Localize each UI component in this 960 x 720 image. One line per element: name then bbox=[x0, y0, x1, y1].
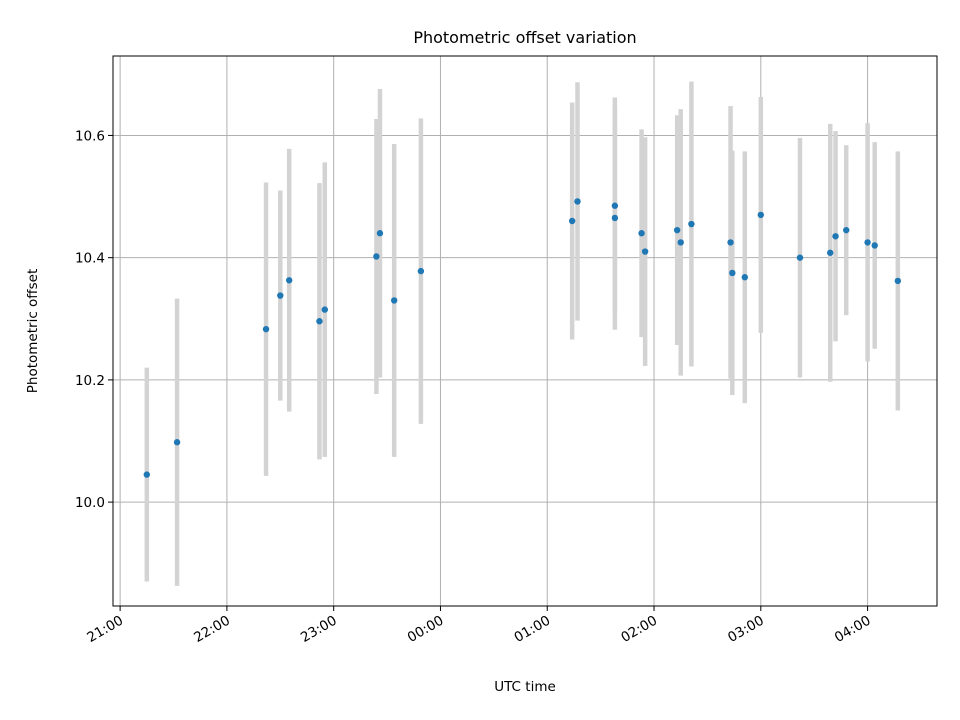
data-point bbox=[757, 211, 765, 219]
data-point bbox=[796, 254, 804, 261]
data-point bbox=[143, 471, 151, 478]
data-point bbox=[864, 239, 871, 246]
y-tick-label: 10.0 bbox=[75, 495, 105, 511]
data-point bbox=[568, 217, 576, 225]
data-point bbox=[285, 277, 293, 284]
data-point bbox=[262, 325, 270, 333]
data-point bbox=[611, 202, 619, 209]
data-point bbox=[376, 230, 384, 237]
data-point bbox=[277, 292, 284, 299]
data-point bbox=[638, 230, 645, 237]
data-point bbox=[611, 214, 619, 222]
data-point bbox=[316, 318, 323, 325]
data-point bbox=[677, 239, 684, 246]
data-point bbox=[173, 439, 181, 446]
data-point bbox=[741, 274, 748, 281]
chart-title: Photometric offset variation bbox=[413, 28, 636, 47]
y-tick-label: 10.2 bbox=[75, 373, 105, 389]
data-point bbox=[894, 277, 902, 285]
y-tick-label: 10.6 bbox=[75, 128, 105, 144]
data-point bbox=[729, 269, 736, 277]
data-point bbox=[373, 253, 380, 260]
data-point bbox=[832, 233, 839, 240]
y-axis-label: Photometric offset bbox=[25, 269, 41, 393]
data-point bbox=[827, 249, 834, 256]
data-point bbox=[843, 226, 850, 234]
data-point bbox=[641, 248, 649, 255]
data-points bbox=[143, 198, 902, 478]
grid-lines bbox=[113, 56, 937, 606]
axis-ticks: 21:00 22:00 23:00 00:00 01:00 02:00 03:00 04:00… bbox=[75, 128, 874, 645]
y-tick-label: 10.4 bbox=[75, 251, 105, 267]
data-point bbox=[417, 267, 425, 275]
x-axis-label: UTC time bbox=[494, 679, 556, 695]
data-point bbox=[871, 242, 878, 249]
data-point bbox=[673, 226, 681, 234]
data-point bbox=[321, 306, 328, 313]
plot-frame bbox=[112, 55, 938, 607]
data-point bbox=[390, 297, 398, 304]
data-point bbox=[574, 198, 581, 205]
data-point bbox=[688, 220, 695, 228]
data-point bbox=[727, 239, 734, 246]
